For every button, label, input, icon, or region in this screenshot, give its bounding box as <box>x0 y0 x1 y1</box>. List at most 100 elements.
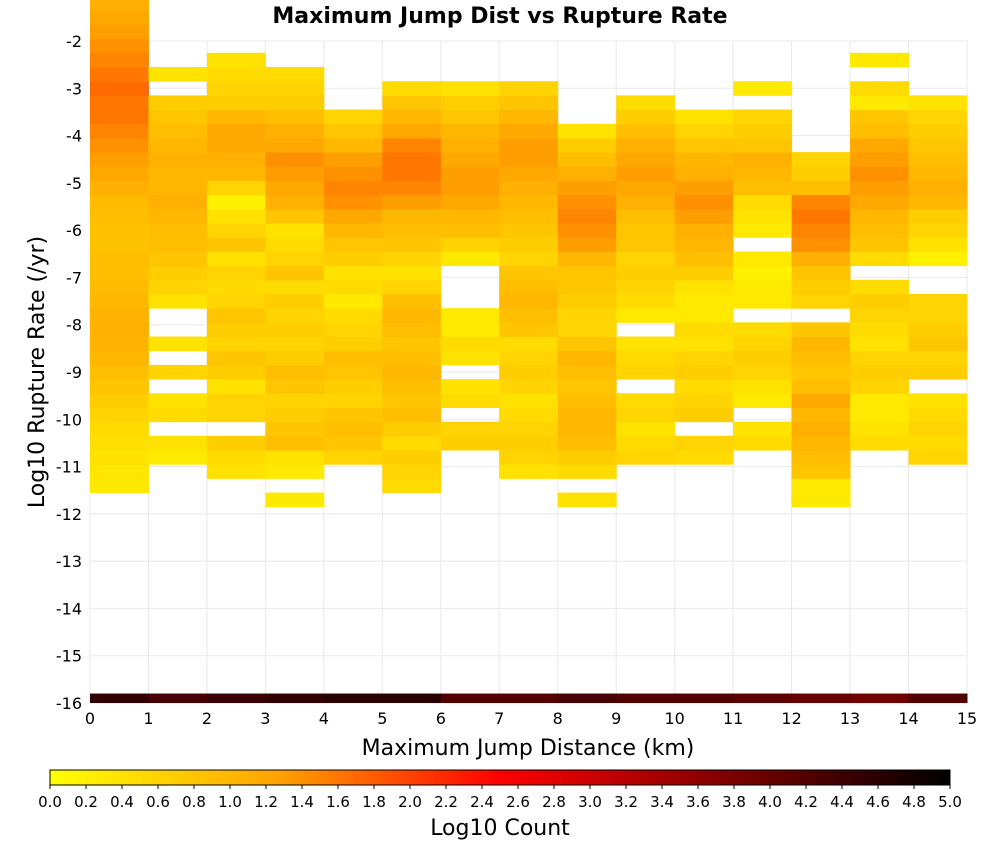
colorbar-tick-label: 2.6 <box>506 793 530 811</box>
heatmap-cell <box>90 293 149 309</box>
heatmap-cell <box>265 109 325 125</box>
heatmap-cell <box>323 379 383 394</box>
heatmap-cell <box>440 194 500 210</box>
heatmap-cell <box>206 308 266 323</box>
heatmap-cell <box>148 251 208 267</box>
heatmap-cell <box>674 364 734 380</box>
heatmap-cell <box>791 350 851 366</box>
heatmap-cell <box>908 237 968 252</box>
heatmap-cell <box>908 152 968 167</box>
heatmap-cell <box>908 308 968 323</box>
heatmap-cell <box>440 237 500 252</box>
heatmap-cell <box>265 450 325 465</box>
colorbar-tick-label: 2.2 <box>434 793 458 811</box>
heatmap-cell <box>148 450 208 465</box>
colorbar-tick-label: 0.2 <box>74 793 98 811</box>
heatmap-cell <box>733 393 793 408</box>
heatmap-cell <box>616 208 676 224</box>
heatmap-cell <box>791 237 851 252</box>
heatmap-cell <box>382 123 442 139</box>
heatmap-cell <box>616 237 676 252</box>
heatmap-cell <box>499 123 559 139</box>
x-tick-label: 9 <box>611 709 621 728</box>
heatmap-cell <box>674 237 734 252</box>
heatmap-cell <box>791 379 851 394</box>
heatmap-cell <box>733 336 793 352</box>
heatmap-cell <box>90 237 149 252</box>
heatmap-cell <box>499 152 559 167</box>
heatmap-cell <box>265 237 325 252</box>
heatmap-cell <box>440 421 500 437</box>
heatmap-cell <box>557 464 617 479</box>
heatmap-cell <box>908 109 968 125</box>
heatmap-cell <box>850 293 910 309</box>
heatmap-cell <box>90 10 149 25</box>
heatmap-cell <box>323 407 383 423</box>
heatmap-cell <box>850 308 910 323</box>
heatmap-cell <box>265 123 325 139</box>
heatmap-cell <box>148 393 208 408</box>
heatmap-cell <box>499 308 559 323</box>
heatmap-cell-bottom <box>908 693 968 703</box>
heatmap-cell <box>206 322 266 338</box>
heatmap-cell <box>908 336 968 352</box>
heatmap-cell <box>90 95 149 111</box>
heatmap-cell-bottom <box>674 693 734 703</box>
heatmap-cell <box>206 52 266 68</box>
heatmap-cell <box>90 180 149 196</box>
heatmap-cell <box>908 194 968 210</box>
heatmap-cell <box>557 265 617 281</box>
heatmap-cell <box>850 421 910 437</box>
heatmap-cell <box>557 350 617 366</box>
heatmap-cell <box>148 265 208 281</box>
heatmap-cell <box>440 336 500 352</box>
heatmap-cell <box>382 166 442 181</box>
heatmap-cell <box>440 95 500 111</box>
heatmap-cell <box>499 237 559 252</box>
heatmap-cell <box>674 109 734 125</box>
heatmap-cell <box>850 180 910 196</box>
heatmap-cell <box>674 393 734 408</box>
heatmap-cell <box>206 67 266 82</box>
heatmap-cell <box>499 265 559 281</box>
heatmap-cell <box>323 435 383 451</box>
heatmap-cell-bottom <box>557 693 617 703</box>
heatmap-cell <box>499 166 559 181</box>
heatmap-cell <box>440 152 500 167</box>
heatmap-cell <box>850 223 910 238</box>
heatmap-cell <box>908 208 968 224</box>
heatmap-cell <box>616 393 676 408</box>
heatmap-cell <box>206 265 266 281</box>
heatmap-cell <box>323 237 383 252</box>
heatmap-cell <box>382 251 442 267</box>
y-tick-label: -2 <box>66 32 82 51</box>
y-axis-label: Log10 Rupture Rate (/yr) <box>25 236 50 508</box>
heatmap-cell <box>499 137 559 153</box>
heatmap-cell <box>323 137 383 153</box>
heatmap-cell <box>674 180 734 196</box>
heatmap-cell <box>616 251 676 267</box>
heatmap-cell <box>733 123 793 139</box>
colorbar-tick-label: 4.8 <box>902 793 926 811</box>
heatmap-cell <box>265 492 325 508</box>
heatmap-cell <box>382 322 442 338</box>
heatmap-cell <box>733 251 793 267</box>
heatmap-cell <box>499 279 559 295</box>
heatmap-cell <box>206 293 266 309</box>
heatmap-cell <box>148 407 208 423</box>
heatmap-cell <box>382 265 442 281</box>
x-tick-label: 6 <box>436 709 446 728</box>
heatmap-cell <box>733 322 793 338</box>
heatmap-cell <box>90 421 149 437</box>
heatmap-cell <box>323 308 383 323</box>
heatmap-cell <box>323 251 383 267</box>
colorbar-tick-label: 3.8 <box>722 793 746 811</box>
heatmap-cell <box>90 137 149 153</box>
x-tick-label: 15 <box>957 709 977 728</box>
y-tick-label: -8 <box>66 316 82 335</box>
heatmap-cell <box>850 81 910 96</box>
heatmap-cell <box>148 194 208 210</box>
heatmap-cell <box>850 279 910 295</box>
heatmap-cell <box>323 322 383 338</box>
heatmap-cell <box>148 279 208 295</box>
